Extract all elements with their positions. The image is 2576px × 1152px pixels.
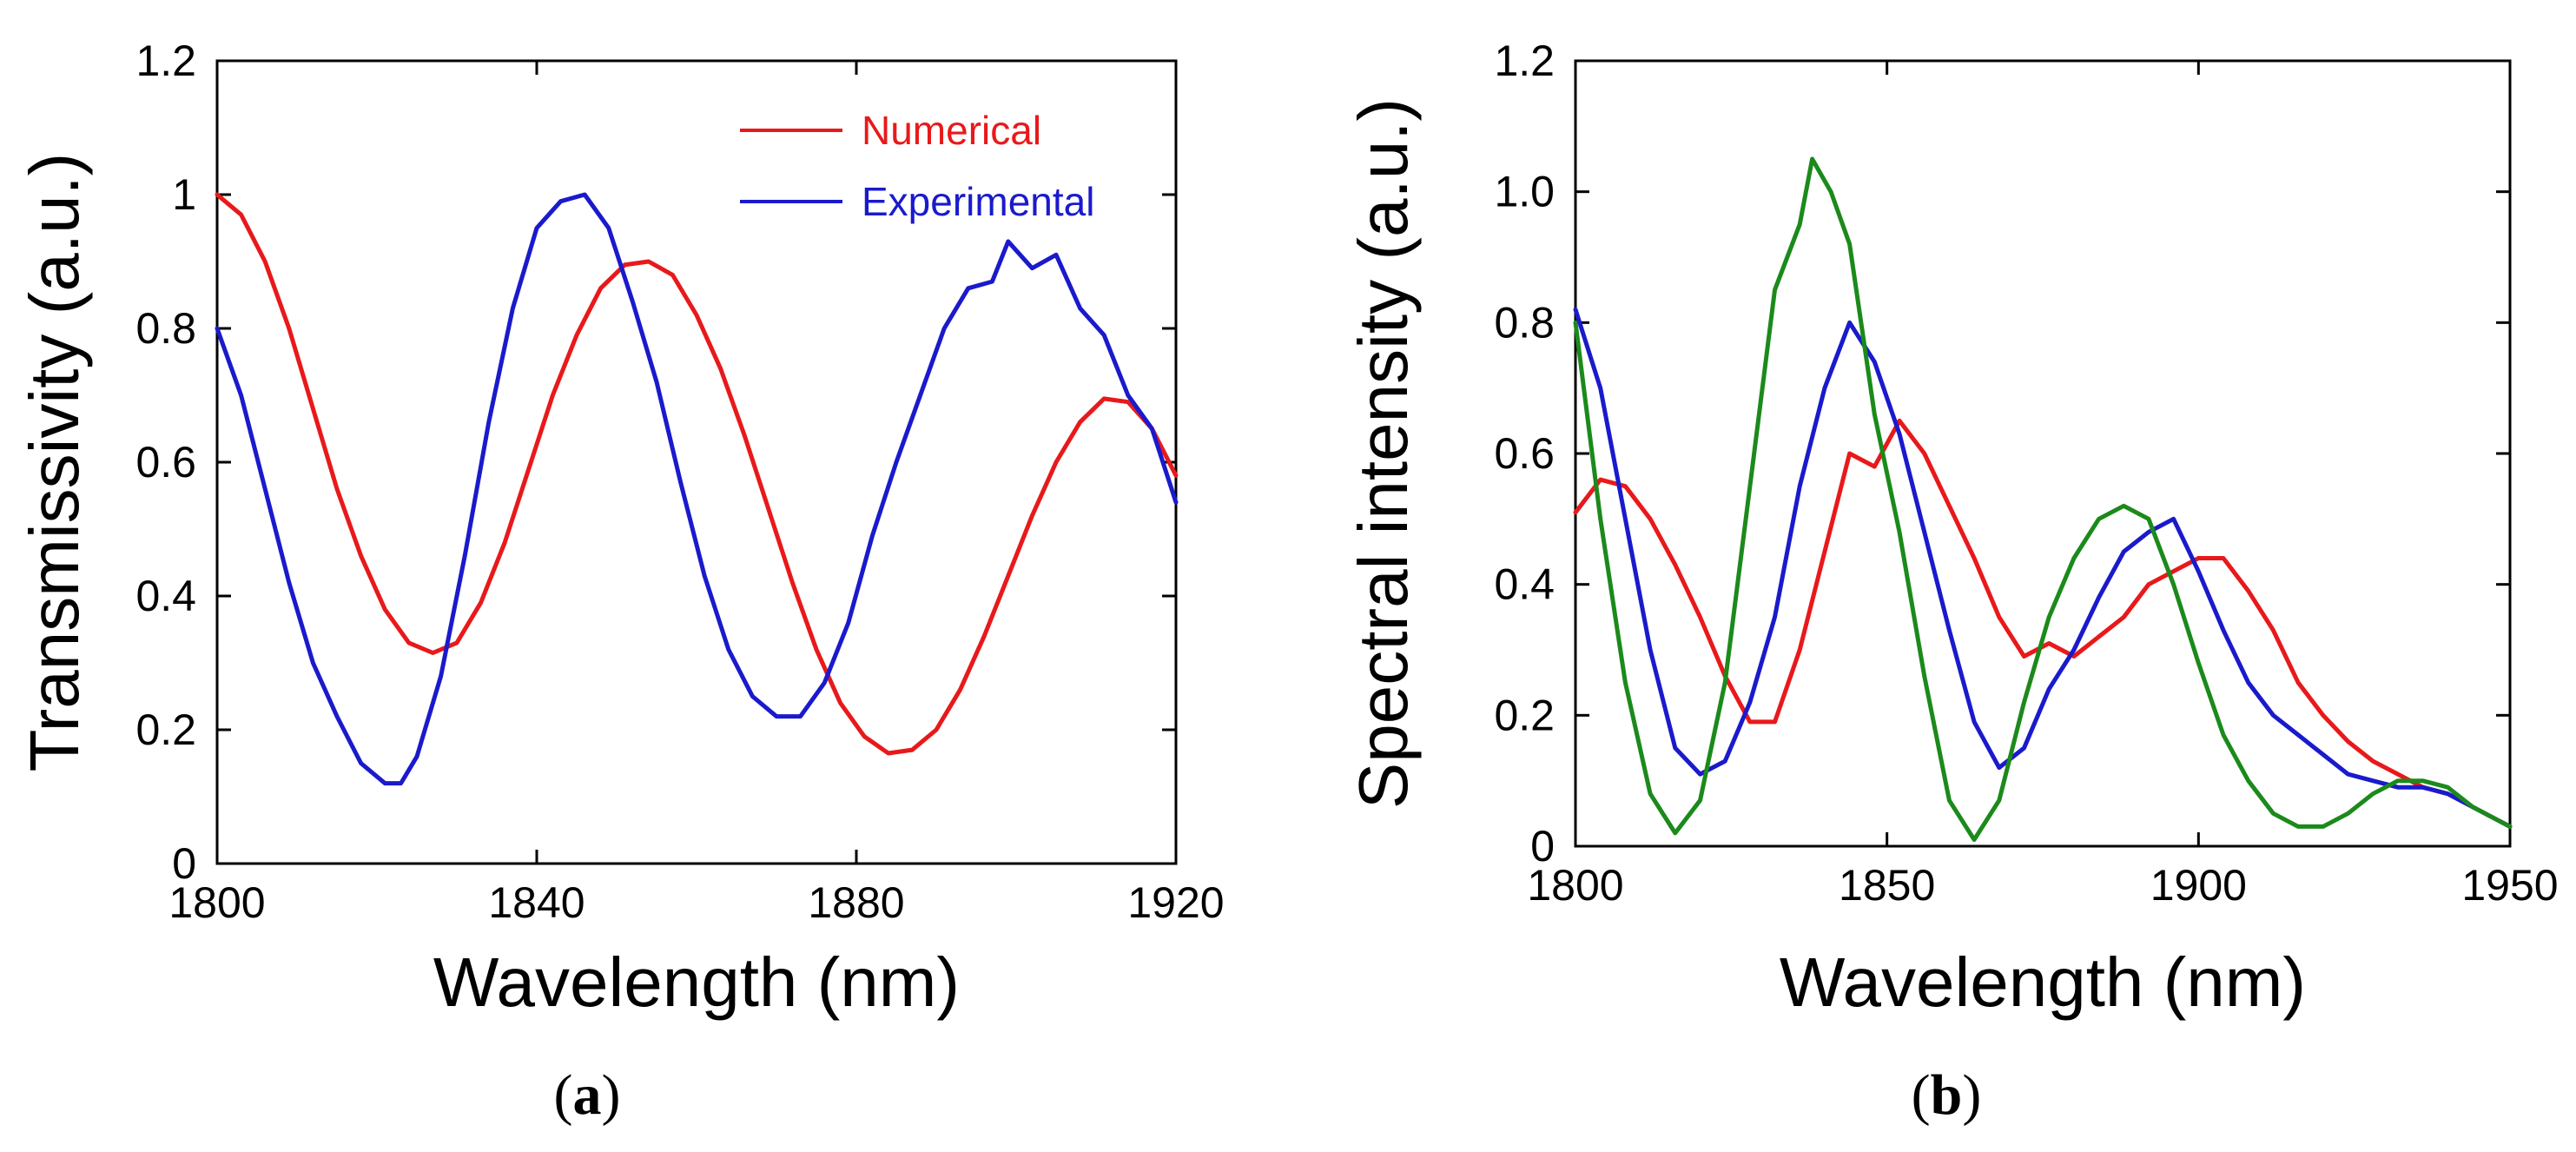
y-axis-title-a: Transmissivity (a.u.): [16, 153, 93, 772]
y-tick-label-b-1: 0.2: [1494, 691, 1555, 739]
series-line-b-red: [1573, 418, 2513, 829]
chart-panel-a: 1800 1840 1880 1920 0 0.2 0.4 0.6 0.8 1 1.2 Numeri…: [16, 36, 1225, 1127]
panel-label-b-close: ): [1962, 1063, 1981, 1127]
panel-label-b: (b): [1912, 1063, 1982, 1127]
y-tick-label-a-1: 0.2: [135, 705, 196, 754]
panel-label-a-open: (: [554, 1063, 573, 1127]
y-tick-label-a-5: 1: [172, 170, 196, 219]
series-group-b: [1573, 156, 2513, 842]
x-tick-label-b-1: 1850: [1839, 861, 1935, 910]
x-tick-label-a-1: 1840: [488, 878, 585, 927]
series-line-a-experimental: [215, 192, 1179, 786]
y-tick-label-a-3: 0.6: [135, 438, 196, 487]
ticks-a: 1800 1840 1880 1920 0 0.2 0.4 0.6 0.8 1 1.2: [135, 36, 1224, 927]
y-tick-label-b-4: 0.8: [1494, 298, 1555, 347]
y-tick-label-b-5: 1.0: [1494, 168, 1555, 216]
x-axis-title-b: Wavelength (nm): [1780, 943, 2306, 1021]
series-line-a-numerical: [215, 192, 1179, 756]
x-tick-label-a-3: 1920: [1127, 878, 1224, 927]
y-tick-label-a-6: 1.2: [135, 36, 196, 85]
series-line-b-blue: [1573, 307, 2513, 829]
y-tick-label-a-2: 0.4: [135, 572, 196, 620]
y-tick-label-a-4: 0.8: [135, 304, 196, 353]
series-line-b-green: [1573, 156, 2513, 842]
legend-label-numerical: Numerical: [862, 108, 1041, 153]
y-tick-label-a-0: 0: [172, 839, 196, 888]
ticks-b: 1800 1850 1900 1950 0 0.2 0.4 0.6 0.8 1.0 1.2: [1494, 36, 2558, 910]
x-tick-label-a-0: 1800: [168, 878, 265, 927]
y-tick-label-b-6: 1.2: [1494, 36, 1555, 85]
y-axis-title-b: Spectral intensity (a.u.): [1344, 98, 1422, 809]
x-axis-title-a: Wavelength (nm): [433, 943, 960, 1021]
x-tick-label-b-2: 1900: [2150, 861, 2247, 910]
legend-label-experimental: Experimental: [862, 179, 1094, 224]
x-tick-label-a-2: 1880: [808, 878, 904, 927]
y-tick-label-b-0: 0: [1530, 822, 1555, 871]
panel-label-a-close: ): [602, 1063, 621, 1127]
legend-a: Numerical Experimental: [740, 108, 1094, 224]
series-group-a: [215, 192, 1179, 786]
panel-label-b-open: (: [1912, 1063, 1931, 1127]
x-tick-label-b-0: 1800: [1527, 861, 1623, 910]
panel-label-a: (a): [554, 1063, 621, 1127]
panel-label-a-letter: a: [573, 1063, 602, 1127]
y-tick-label-b-3: 0.6: [1494, 429, 1555, 478]
y-tick-label-b-2: 0.4: [1494, 560, 1555, 609]
x-tick-label-b-3: 1950: [2461, 861, 2558, 910]
chart-panel-b: 1800 1850 1900 1950 0 0.2 0.4 0.6 0.8 1.0 1.2 Wave…: [1344, 36, 2559, 1127]
panel-label-b-letter: b: [1931, 1063, 1963, 1127]
